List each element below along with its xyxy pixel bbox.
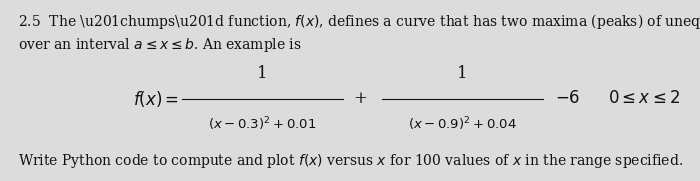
Text: 2.5  The \u201chumps\u201d function, $\mathit{f}(\mathit{x})$, defines a curve t: 2.5 The \u201chumps\u201d function, $\ma… xyxy=(18,12,700,31)
Text: over an interval $a \leq x \leq b$. An example is: over an interval $a \leq x \leq b$. An e… xyxy=(18,36,302,54)
Text: $(x - 0.3)^{2} + 0.01$: $(x - 0.3)^{2} + 0.01$ xyxy=(209,115,316,133)
Text: $\mathit{f}(\mathit{x}) =$: $\mathit{f}(\mathit{x}) =$ xyxy=(133,89,179,109)
Text: $(x - 0.9)^{2} + 0.04$: $(x - 0.9)^{2} + 0.04$ xyxy=(407,115,517,133)
Text: 1: 1 xyxy=(257,65,268,82)
Text: Write Python code to compute and plot $\mathit{f}(\mathit{x})$ versus $x$ for 10: Write Python code to compute and plot $\… xyxy=(18,152,683,170)
Text: $- 6$: $- 6$ xyxy=(555,90,580,107)
Text: +: + xyxy=(354,90,368,107)
Text: 1: 1 xyxy=(456,65,468,82)
Text: $0 \leq x \leq 2$: $0 \leq x \leq 2$ xyxy=(608,90,680,107)
